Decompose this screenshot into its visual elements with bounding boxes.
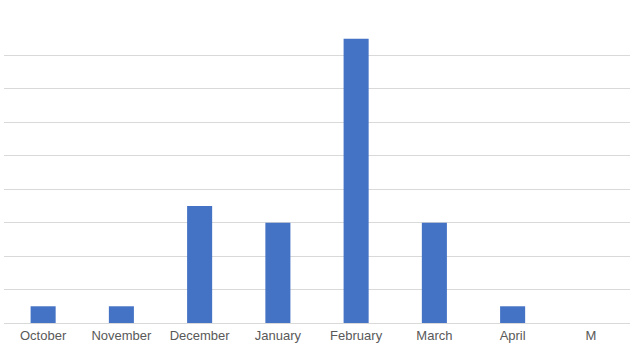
svg-text:February: February — [330, 328, 383, 343]
svg-text:November: November — [91, 328, 152, 343]
svg-text:December: December — [170, 328, 231, 343]
svg-text:March: March — [416, 328, 452, 343]
svg-text:April: April — [500, 328, 526, 343]
svg-text:M: M — [585, 328, 596, 343]
svg-text:October: October — [20, 328, 67, 343]
svg-text:January: January — [255, 328, 302, 343]
